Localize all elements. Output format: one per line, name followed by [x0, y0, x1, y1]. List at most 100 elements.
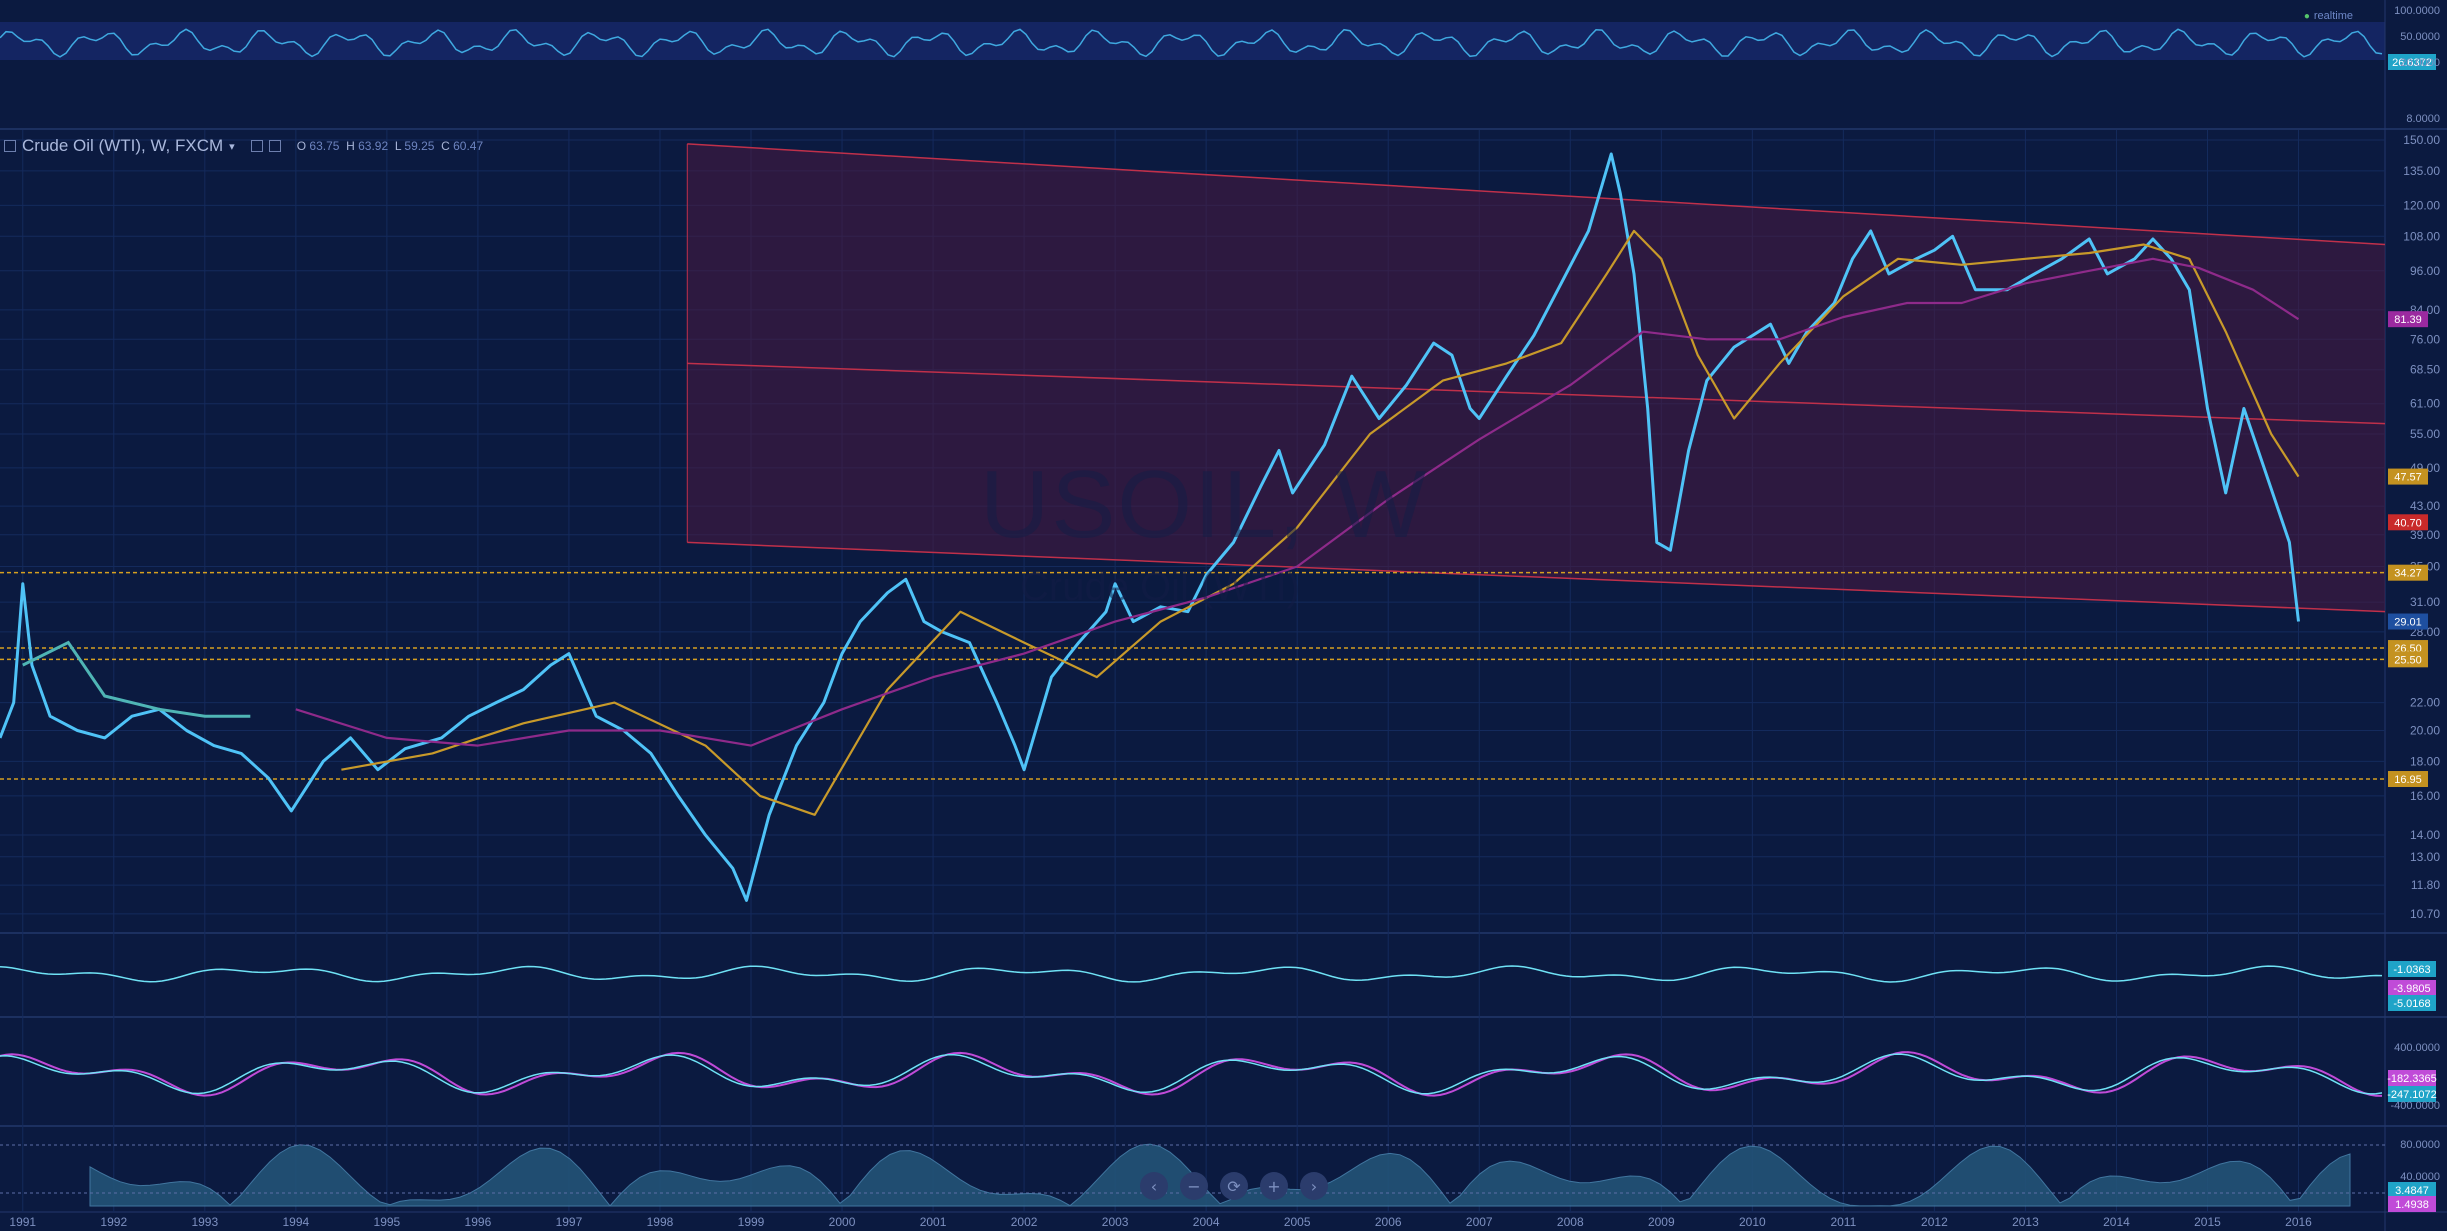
price-label-badge: [2388, 468, 2428, 485]
price-label-text: 25.50: [2394, 654, 2422, 666]
indicator-axis-label: 26.6372: [2392, 57, 2432, 69]
time-tick-label: 2014: [2103, 1215, 2130, 1229]
zoom-in-icon[interactable]: +: [1260, 1172, 1288, 1200]
time-tick-label: 1997: [556, 1215, 583, 1229]
indicator-axis-label: 40.0000: [2400, 1171, 2440, 1183]
rsi-band: [0, 22, 2385, 60]
price-tick-label: 20.00: [2410, 724, 2440, 738]
dropdown-icon[interactable]: ▾: [229, 140, 235, 153]
price-tick-label: 13.00: [2410, 850, 2440, 864]
symbol-title[interactable]: Crude Oil (WTI), W, FXCM: [22, 136, 224, 155]
indicator-axis-label: -3.9805: [2393, 983, 2430, 995]
time-tick-label: 2013: [2012, 1215, 2039, 1229]
indicator-axis-label: 100.0000: [2394, 5, 2440, 17]
time-tick-label: 1994: [282, 1215, 309, 1229]
moving-average-short: [341, 229, 2300, 816]
time-tick-label: 2016: [2285, 1215, 2312, 1229]
low-label: L: [394, 139, 402, 153]
price-tick-label: 43.00: [2410, 499, 2440, 513]
price-tick-label: 108.00: [2403, 229, 2440, 243]
price-label-badge: [2388, 613, 2428, 630]
moving-average-early: [22, 640, 251, 718]
time-tick-label: 2008: [1557, 1215, 1584, 1229]
time-tick-label: 1991: [9, 1215, 36, 1229]
reset-icon[interactable]: ⟳: [1220, 1172, 1248, 1200]
price-label-badge: [2388, 514, 2428, 531]
ohlc-readout: O 63.75 H 63.92 L 59.25 C 60.47: [297, 139, 483, 153]
time-tick-label: 2011: [1830, 1215, 1856, 1229]
rsi-line: [0, 28, 2383, 58]
time-tick-label: 2000: [829, 1215, 856, 1229]
macd-line: [0, 965, 2383, 983]
time-tick-label: 2007: [1466, 1215, 1493, 1229]
cci-line: [0, 1053, 2383, 1095]
indicator-value-badge: [2388, 1086, 2436, 1102]
indicator-value-badge: [2388, 961, 2436, 977]
indicator-value-badge: [2388, 995, 2436, 1011]
channel-upper-line: [687, 143, 2386, 246]
channel-lower-line: [687, 541, 2386, 613]
price-tick-label: 18.00: [2410, 754, 2440, 768]
price-tick-label: 16.00: [2410, 789, 2440, 803]
price-tick-label: 76.00: [2410, 332, 2440, 346]
visibility-icon[interactable]: [268, 140, 281, 152]
settings-icon[interactable]: [250, 140, 263, 152]
open-value: 63.75: [309, 139, 340, 153]
collapse-icon[interactable]: [4, 140, 16, 152]
price-axis: 150.00135.00120.00108.0096.0084.0076.006…: [2403, 133, 2440, 921]
indicator-value-badge: [2388, 1196, 2436, 1212]
adx-area: [89, 1143, 2351, 1207]
price-label-badge: [2388, 311, 2428, 328]
indicator-axis-label: -247.1072: [2387, 1089, 2437, 1101]
time-tick-label: 2003: [1102, 1215, 1129, 1229]
price-label-badge: [2388, 771, 2428, 788]
price-tick-label: 55.00: [2410, 427, 2440, 441]
indicator-axis-label: 80.0000: [2400, 1139, 2440, 1151]
high-value: 63.92: [358, 139, 389, 153]
time-tick-label: 2002: [1011, 1215, 1038, 1229]
price-tick-label: 14.00: [2410, 828, 2440, 842]
realtime-status: realtime: [2304, 10, 2353, 22]
indicator-value-badge: [2388, 54, 2436, 70]
time-tick-label: 2001: [920, 1215, 947, 1229]
close-label: C: [441, 139, 450, 153]
price-label-text: 81.39: [2394, 314, 2422, 326]
price-label-text: 34.27: [2394, 568, 2422, 580]
price-tick-label: 39.00: [2410, 528, 2440, 542]
time-tick-label: 2009: [1648, 1215, 1675, 1229]
channel-mid-line: [687, 362, 2386, 425]
indicator-axis-label: -1.0363: [2393, 964, 2430, 976]
time-tick-label: 1992: [100, 1215, 127, 1229]
indicator-value-badge: [2388, 980, 2436, 996]
open-label: O: [296, 139, 307, 153]
chart-header: Crude Oil (WTI), W, FXCM ▾ O 63.75 H 63.…: [4, 134, 483, 158]
price-tick-label: 68.50: [2410, 363, 2440, 377]
indicator-axis-label: -182.3365: [2387, 1073, 2437, 1085]
indicator-axis-label: 50.0000: [2400, 31, 2440, 43]
price-tick-label: 22.00: [2410, 696, 2440, 710]
price-label-text: 16.95: [2394, 774, 2422, 786]
zoom-controls: ‹ − ⟳ + ›: [1140, 1172, 1328, 1200]
scroll-left-icon[interactable]: ‹: [1140, 1172, 1168, 1200]
price-tick-label: 31.00: [2410, 595, 2440, 609]
time-tick-label: 2012: [1921, 1215, 1948, 1229]
price-tick-label: 61.00: [2410, 397, 2440, 411]
time-tick-label: 1995: [374, 1215, 401, 1229]
indicator-axis-label: 400.0000: [2394, 1042, 2440, 1054]
time-tick-label: 1996: [465, 1215, 492, 1229]
zoom-out-icon[interactable]: −: [1180, 1172, 1208, 1200]
indicator-axis-label: 3.4847: [2395, 1185, 2429, 1197]
time-tick-label: 1993: [191, 1215, 218, 1229]
price-tick-label: 96.00: [2410, 264, 2440, 278]
indicator-value-badge: [2388, 1070, 2436, 1086]
price-label-text: 29.01: [2394, 617, 2422, 629]
time-tick-label: 2006: [1375, 1215, 1402, 1229]
price-tick-label: 150.00: [2403, 133, 2440, 147]
moving-average-long: [295, 257, 2300, 747]
high-label: H: [346, 139, 355, 153]
indicator-axis-label: 1.4938: [2395, 1199, 2429, 1211]
time-tick-label: 1999: [738, 1215, 765, 1229]
scroll-right-icon[interactable]: ›: [1300, 1172, 1328, 1200]
time-tick-label: 2004: [1193, 1215, 1220, 1229]
